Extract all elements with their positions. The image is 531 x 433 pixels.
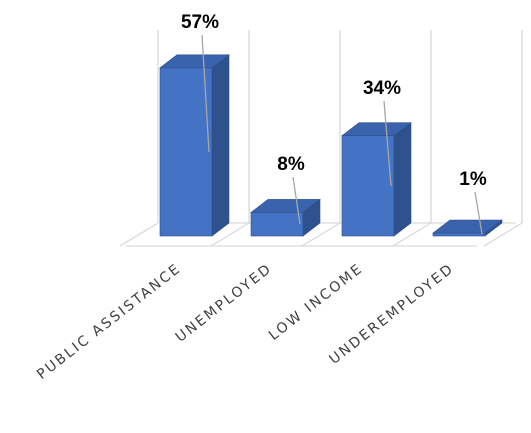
data-label-low-income: 34% xyxy=(363,78,401,99)
leader-line-unemployed xyxy=(292,176,301,225)
bar-side-low-income xyxy=(393,122,412,237)
leader-line-public-assistance xyxy=(201,34,210,153)
category-label-unemployed: UNEMPLOYED xyxy=(173,261,276,346)
grid-line-floor xyxy=(483,222,523,247)
bar-side-public-assistance xyxy=(211,54,230,237)
chart-bars xyxy=(159,54,503,237)
data-labels: 57% 8% 34% 1% xyxy=(181,12,487,190)
bar-front-unemployed xyxy=(250,212,304,237)
bar-public-assistance xyxy=(159,54,230,237)
bar-front-low-income xyxy=(341,135,395,237)
grid-line-floor xyxy=(210,222,250,247)
bar-front-underemployed xyxy=(432,232,486,237)
data-label-public-assistance: 57% xyxy=(181,12,219,33)
bar-underemployed xyxy=(432,219,503,237)
bar-unemployed xyxy=(250,198,321,237)
bar-low-income xyxy=(341,122,412,237)
grid-line-floor xyxy=(301,222,341,247)
grid-line-floor xyxy=(119,222,159,247)
data-label-underemployed: 1% xyxy=(459,169,487,190)
leader-lines xyxy=(201,34,483,235)
category-label-low-income: LOW INCOME xyxy=(266,261,366,344)
data-label-unemployed: 8% xyxy=(277,154,305,175)
bar-front-public-assistance xyxy=(159,67,213,237)
leader-line-low-income xyxy=(383,100,392,187)
category-labels: PUBLIC ASSISTANCE UNEMPLOYED LOW INCOME … xyxy=(34,261,457,383)
leader-line-underemployed xyxy=(474,191,483,235)
category-label-public-assistance: PUBLIC ASSISTANCE xyxy=(34,261,184,383)
grid-line-floor xyxy=(392,222,432,247)
